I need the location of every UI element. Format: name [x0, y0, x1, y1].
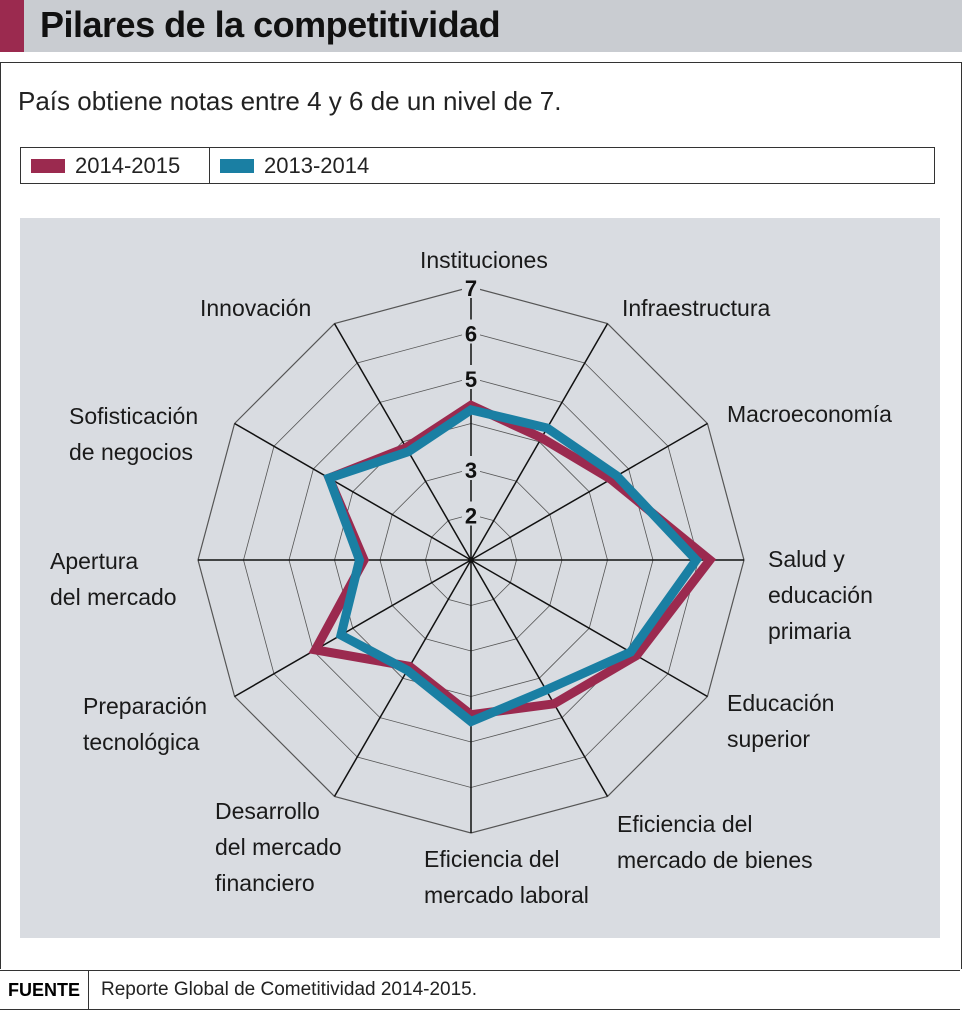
scale-label-bg [462, 456, 480, 480]
axis-label: Apertura del mercado [50, 543, 177, 615]
legend-label: 2013-2014 [264, 152, 370, 178]
axis-label: Eficiencia del mercado de bienes [617, 806, 813, 878]
scale-label-bg [462, 365, 480, 389]
legend-swatch [220, 158, 254, 173]
legend-item-2013: 2013-2014 [210, 148, 369, 183]
header-accent [0, 0, 24, 52]
axis-line [470, 422, 708, 561]
series-2013-2014 [323, 405, 703, 727]
axis-label-line: Innovación [200, 295, 312, 321]
subtitle: País obtiene notas entre 4 y 6 de un niv… [18, 86, 562, 116]
axis-label: Instituciones [420, 242, 548, 278]
axis-label-line: Instituciones [420, 247, 548, 273]
axis-label-line: superior [727, 726, 811, 752]
scale-label: 7 [465, 276, 477, 301]
axis-label-line: primaria [768, 618, 852, 644]
axis-label: Eficiencia del mercado laboral [424, 841, 589, 913]
axis-label-line: Infraestructura [622, 295, 771, 321]
axis-label-line: Apertura [50, 548, 139, 574]
axis-line [333, 559, 472, 797]
axis-label-line: mercado laboral [424, 882, 589, 908]
axis-line [470, 559, 609, 797]
axis-label-line: Sofisticación [69, 403, 199, 429]
axis-label-line: Eficiencia del [424, 846, 560, 872]
axis-label-line: financiero [215, 870, 315, 896]
axis-label: Desarrollo del mercado financiero [215, 793, 342, 901]
axis-label: Educación superior [727, 685, 834, 757]
axis-line [333, 323, 472, 561]
scale-label-bg [462, 319, 480, 344]
scale-label: 6 [465, 322, 477, 347]
scale-label: 5 [465, 367, 477, 392]
source-label: FUENTE [0, 971, 89, 1009]
axis-label-line: del mercado [50, 584, 177, 610]
axis-label-line: del mercado [215, 834, 342, 860]
axis-label-line: Eficiencia del [617, 811, 753, 837]
header: Pilares de la competitividad [0, 0, 962, 52]
axis-label: Preparación tecnológica [83, 688, 207, 760]
axis-label-line: Salud y [768, 546, 845, 572]
axis-line [234, 422, 472, 561]
axis-label: Sofisticación de negocios [69, 398, 198, 470]
axis-line [470, 323, 609, 561]
axis-label-line: de negocios [69, 439, 194, 465]
axis-label-line: tecnológica [83, 729, 200, 755]
legend-swatch [31, 158, 65, 173]
axis-label: Macroeconomía [727, 396, 892, 432]
legend-item-2014: 2014-2015 [21, 148, 210, 183]
legend: 2014-2015 2013-2014 [20, 147, 935, 184]
scale-label-bg [462, 274, 480, 298]
page-title: Pilares de la competitividad [40, 4, 501, 45]
axis-line [234, 559, 472, 698]
axis-label-line: Preparación [83, 693, 208, 719]
axis-label: Innovación [200, 290, 311, 326]
axis-label-line: Macroeconomía [727, 401, 892, 427]
center-dot [468, 557, 474, 563]
source-text: Reporte Global de Cometitividad 2014-201… [101, 979, 478, 1000]
axis-label-line: Educación [727, 690, 835, 716]
scale-label: 2 [465, 504, 477, 529]
axis-label: Salud y educación primaria [768, 541, 873, 649]
axis-label: Infraestructura [622, 290, 770, 326]
axis-label-line: mercado de bienes [617, 847, 813, 873]
scale-label: 3 [465, 458, 477, 483]
axis-label-line: Desarrollo [215, 798, 320, 824]
footer: FUENTE Reporte Global de Cometitividad 2… [0, 970, 960, 1010]
legend-label: 2014-2015 [75, 152, 181, 178]
axis-label-line: educación [768, 582, 873, 608]
scale-label-bg [462, 501, 480, 526]
axis-line [470, 559, 708, 698]
